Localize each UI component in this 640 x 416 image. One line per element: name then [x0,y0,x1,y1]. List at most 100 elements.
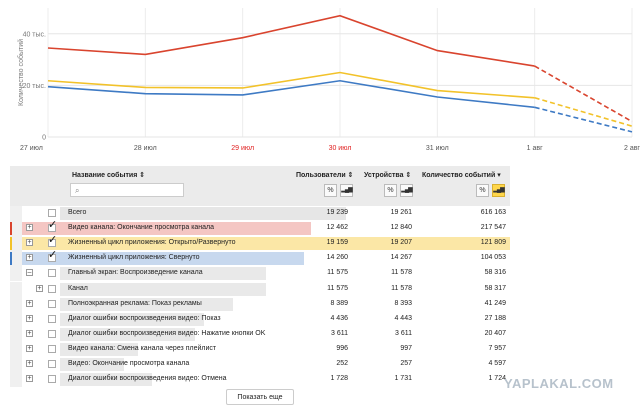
row-side-band [10,311,22,327]
table-row[interactable]: + Полноэкранная реклама: Показ рекламы 8 3… [10,296,510,312]
users-value: 11 575 [327,269,348,277]
col-header-devices[interactable]: Устройства ⇕ [364,172,412,179]
devices-value: 19 207 [390,239,412,247]
events-percent-button[interactable]: % [476,184,489,197]
table-row[interactable]: + Видео канала: Смена канала через плейли… [10,341,510,357]
row-share-bar [60,297,233,311]
row-checkbox[interactable] [48,299,56,308]
series-line-forecast [534,65,633,123]
table-row[interactable]: + ✓ Жизненный цикл приложения: Открыто/Раз… [10,234,510,252]
row-checkbox[interactable] [48,360,56,368]
row-share-bar [60,207,346,220]
row-checkbox[interactable] [48,254,56,263]
series-color-marker [10,237,12,251]
expand-row-button[interactable]: + [26,360,33,367]
row-side-band [10,221,22,237]
devices-bars-button[interactable]: ▂▄▆ [400,184,413,197]
table-row[interactable]: – Главный экран: Воспроизведение канала 11… [10,266,510,282]
bar-chart-icon: ▂▄▆ [401,187,413,193]
users-bars-button[interactable]: ▂▄▆ [340,184,353,197]
users-value: 3 611 [331,329,348,337]
watermark: YAPLAKAL.COM [504,376,614,391]
table-row[interactable]: + ✓ Видео канала: Окончание просмотра кана… [10,219,510,237]
event-name: Жизненный цикл приложения: Свернуто [68,254,200,262]
table-row[interactable]: + Диалог ошибки воспроизведения видео: По… [10,311,510,327]
search-input[interactable]: ⌕ [70,183,184,197]
row-side-band [10,296,22,312]
expand-row-button[interactable]: + [26,254,33,262]
devices-value: 3 611 [395,329,412,337]
users-value: 4 436 [330,314,348,322]
expand-row-button[interactable]: + [26,224,33,232]
event-name: Диалог ошибки воспроизведения видео: Отм… [68,375,227,383]
y-tick-label: 40 тыс. [23,31,46,38]
row-share-bar [60,237,346,251]
users-value: 8 389 [330,299,348,307]
row-share-bar [60,312,204,326]
events-value: 58 316 [484,269,506,277]
expand-row-button[interactable]: + [36,284,43,292]
row-share-bar [60,252,304,266]
table-header: Название события ⇕ ⌕ Пользователи ⇕ Устр… [10,166,510,206]
series-color-marker [10,252,12,266]
events-value: 104 053 [480,254,506,262]
table-row[interactable]: + Канал 11 575 11 578 58 317 [10,281,510,297]
checkmark-icon: ✓ [48,249,58,262]
show-more-button[interactable]: Показать еще [226,389,294,405]
row-checkbox[interactable] [48,344,56,353]
row-share-bar [60,342,138,356]
series-line-forecast [534,106,633,133]
devices-percent-button[interactable]: % [384,184,397,197]
table-row[interactable]: + Видео: Окончание просмотра канала 252 257… [10,357,510,372]
expand-row-button[interactable]: + [26,344,33,352]
expand-row-button[interactable]: + [26,299,33,307]
table-row[interactable]: + ✓ Жизненный цикл приложения: Свернуто 14 … [10,249,510,267]
devices-value: 14 267 [390,254,412,262]
row-side-band [10,206,22,221]
expand-row-button[interactable]: + [26,314,33,322]
users-percent-button[interactable]: % [324,184,337,197]
x-tick-label: 30 июл [329,145,352,152]
events-value: 616 163 [480,209,506,216]
expand-row-button[interactable]: + [26,239,33,247]
events-value: 20 407 [484,329,506,337]
series-line [47,79,535,109]
collapse-row-button[interactable]: – [26,269,33,277]
events-value: 217 547 [480,224,506,232]
row-share-bar [60,267,266,281]
row-checkbox[interactable] [48,375,56,384]
event-name: Видео: Окончание просмотра канала [68,360,190,367]
devices-value: 8 393 [394,299,412,307]
row-checkbox[interactable] [48,329,56,338]
event-name: Видео канала: Смена канала через плейлис… [68,344,217,352]
users-value: 12 462 [326,224,348,232]
row-checkbox[interactable] [48,314,56,323]
row-share-bar [60,327,195,341]
row-side-band [10,357,22,372]
devices-value: 11 578 [391,269,412,277]
expand-row-button[interactable]: + [26,329,33,337]
x-tick-label: 27 июл [20,145,43,152]
col-header-users[interactable]: Пользователи ⇕ [296,172,354,179]
row-checkbox[interactable] [48,209,56,217]
row-checkbox[interactable] [48,269,56,278]
col-header-events[interactable]: Количество событий ▾ [422,172,501,179]
row-checkbox[interactable] [48,224,56,233]
table-row[interactable]: + Диалог ошибки воспроизведения видео: На… [10,326,510,342]
row-checkbox[interactable] [48,239,56,248]
event-name: Диалог ошибки воспроизведения видео: Наж… [68,329,266,337]
devices-value: 12 840 [390,224,412,232]
users-value: 19 159 [326,239,348,247]
x-tick-label: 2 авг [624,145,640,152]
row-share-bar [60,282,266,296]
col-header-event-name[interactable]: Название события ⇕ [72,172,146,179]
events-bars-button[interactable]: ▂▄▆ [492,184,505,197]
expand-row-button[interactable]: + [26,375,33,383]
table-row[interactable]: + Диалог ошибки воспроизведения видео: От… [10,372,510,388]
events-value: 41 249 [484,299,506,307]
y-tick-label: 20 тыс. [23,83,46,90]
devices-value: 19 261 [390,209,412,216]
table-row[interactable]: Всего 19 239 19 261 616 163 [10,206,510,221]
y-axis-label: Количество событий [17,39,25,106]
row-checkbox[interactable] [48,284,56,293]
